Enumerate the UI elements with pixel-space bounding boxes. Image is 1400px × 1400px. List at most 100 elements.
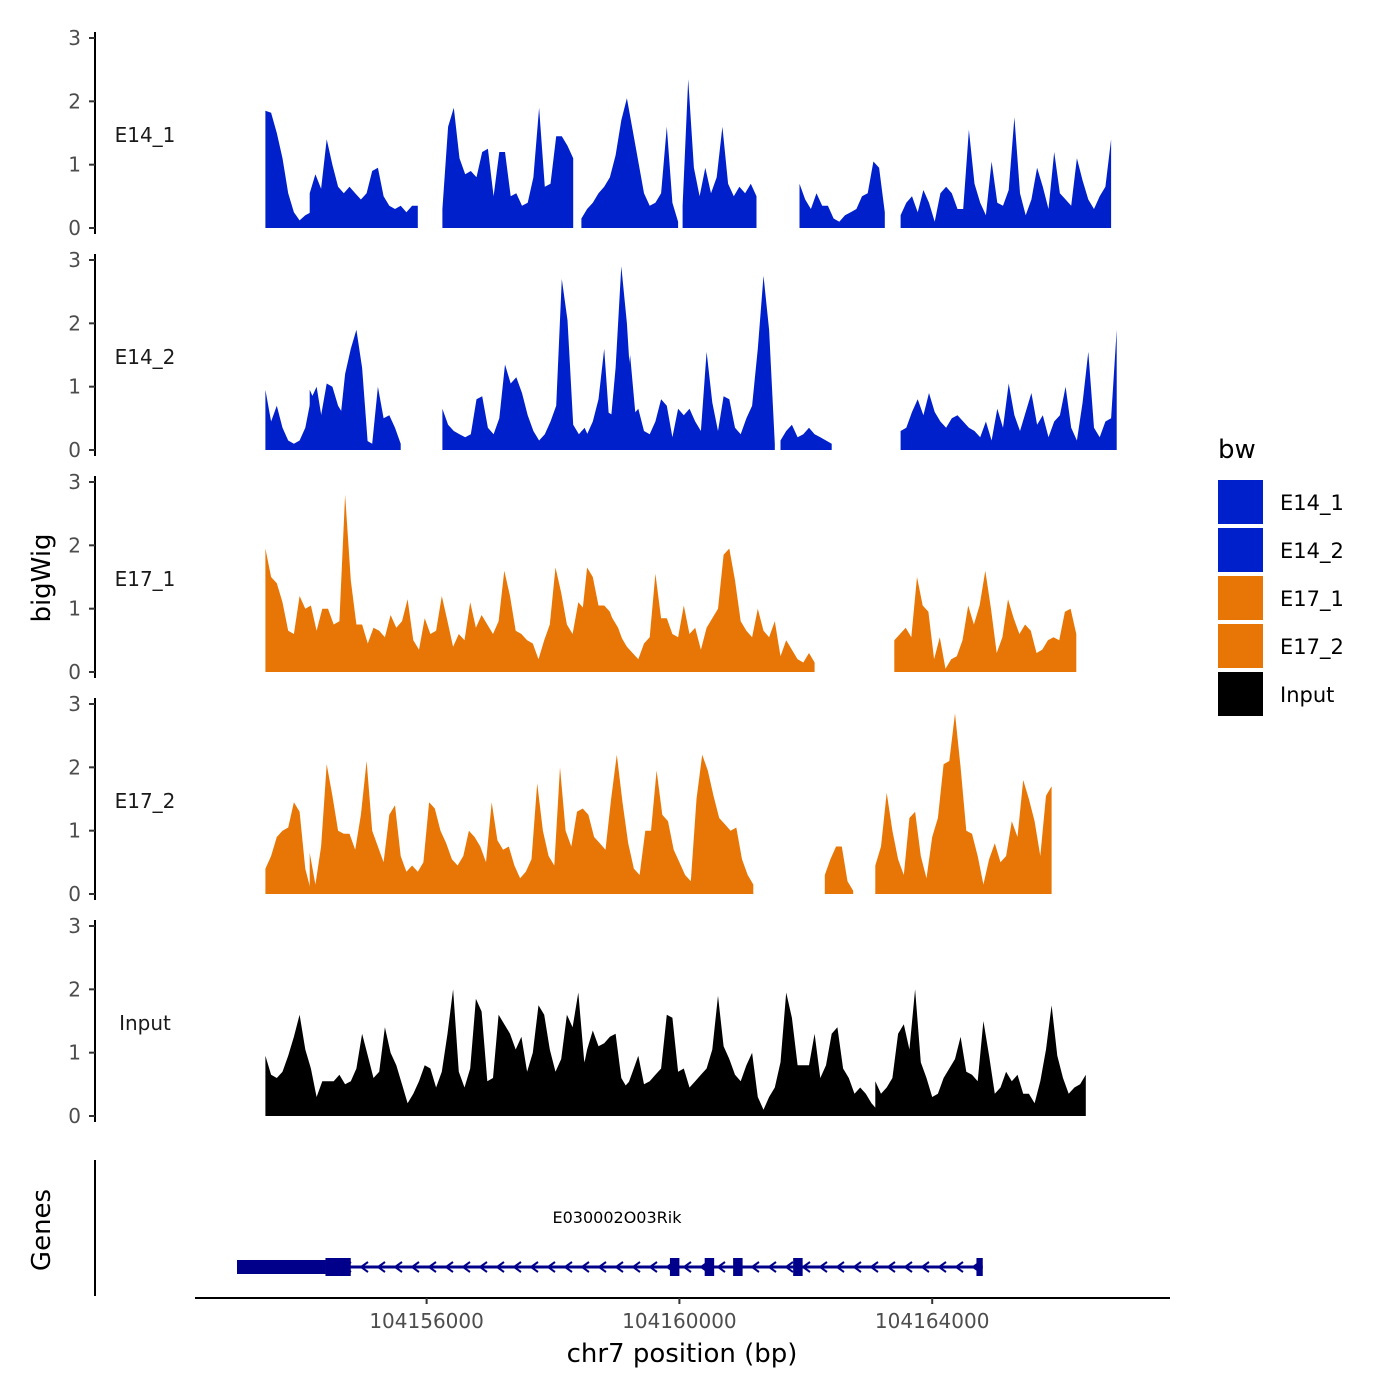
signal-area bbox=[900, 329, 1117, 450]
strand-arrow bbox=[903, 1261, 913, 1273]
strand-arrow bbox=[682, 1261, 692, 1273]
y-tick-label: 1 bbox=[68, 1041, 81, 1065]
strand-arrow bbox=[393, 1261, 403, 1273]
track-E14_2: 0 1 2 3 E14_2 bbox=[68, 248, 1117, 462]
y-tick-label: 2 bbox=[68, 89, 81, 113]
y-tick-label: 1 bbox=[68, 597, 81, 621]
y-tick-label: 0 bbox=[68, 216, 81, 240]
legend-label: E17_1 bbox=[1280, 587, 1344, 612]
gene-label: E030002O03Rik bbox=[553, 1208, 683, 1227]
signal-area bbox=[900, 117, 1112, 228]
signal-area bbox=[442, 107, 574, 228]
legend-label: Input bbox=[1280, 683, 1334, 707]
y-tick-label: 3 bbox=[68, 248, 81, 272]
y-tick-label: 2 bbox=[68, 533, 81, 557]
signal-area bbox=[581, 266, 775, 450]
signal-area bbox=[581, 992, 878, 1116]
gene-exon bbox=[793, 1258, 803, 1276]
strand-arrow bbox=[461, 1261, 471, 1273]
signal-area bbox=[581, 548, 815, 672]
strand-arrow bbox=[444, 1261, 454, 1273]
strand-arrow bbox=[376, 1261, 386, 1273]
legend-swatch bbox=[1218, 624, 1263, 668]
signal-area bbox=[265, 989, 647, 1116]
strand-arrow bbox=[529, 1261, 539, 1273]
strand-arrow bbox=[852, 1261, 862, 1273]
signal-area bbox=[682, 79, 757, 228]
strand-arrow bbox=[869, 1261, 879, 1273]
strand-arrow bbox=[954, 1261, 964, 1273]
y-tick-label: 3 bbox=[68, 692, 81, 716]
legend-swatch bbox=[1218, 480, 1263, 524]
strand-arrow bbox=[495, 1261, 505, 1273]
signal-area bbox=[581, 98, 679, 228]
signal-area bbox=[265, 802, 311, 894]
y-tick-label: 0 bbox=[68, 1104, 81, 1128]
track-label: E14_1 bbox=[115, 123, 176, 147]
strand-arrow bbox=[359, 1261, 369, 1273]
y-tick-label: 2 bbox=[68, 311, 81, 335]
x-axis: chr7 position (bp) 104156000 104160000 104… bbox=[195, 1297, 1170, 1369]
signal-area bbox=[309, 754, 754, 894]
strand-arrow bbox=[716, 1261, 726, 1273]
gene-exon bbox=[976, 1258, 983, 1276]
track-label: E17_2 bbox=[115, 789, 176, 813]
strand-arrow bbox=[427, 1261, 437, 1273]
gene-exon bbox=[733, 1258, 743, 1276]
y-tick-label: 2 bbox=[68, 755, 81, 779]
legend-label: E14_1 bbox=[1280, 491, 1344, 516]
signal-area bbox=[309, 139, 418, 228]
signal-area bbox=[799, 161, 885, 228]
legend-label: E14_2 bbox=[1280, 539, 1344, 564]
strand-arrow bbox=[801, 1261, 811, 1273]
y-tick-label: 0 bbox=[68, 438, 81, 462]
signal-area bbox=[265, 494, 630, 672]
track-label: E14_2 bbox=[115, 345, 176, 369]
strand-arrow bbox=[835, 1261, 845, 1273]
track-Input: 0 1 2 3 Input bbox=[68, 914, 1086, 1128]
legend: bw E14_1 E14_2 E17_1 E17_2 Input bbox=[1218, 435, 1344, 716]
strand-arrow bbox=[563, 1261, 573, 1273]
x-tick-label: 104160000 bbox=[622, 1309, 737, 1333]
y-axis-title: bigWig bbox=[27, 533, 57, 622]
strand-arrow bbox=[512, 1261, 522, 1273]
gene-exon bbox=[325, 1258, 351, 1276]
y-tick-label: 0 bbox=[68, 882, 81, 906]
strand-arrow bbox=[886, 1261, 896, 1273]
gene-exon bbox=[704, 1258, 715, 1276]
y-tick-label: 1 bbox=[68, 819, 81, 843]
signal-area bbox=[682, 440, 694, 450]
strand-arrow bbox=[614, 1261, 624, 1273]
strand-arrow bbox=[580, 1261, 590, 1273]
x-tick-label: 104156000 bbox=[369, 1309, 484, 1333]
strand-arrow bbox=[410, 1261, 420, 1273]
y-tick-label: 1 bbox=[68, 375, 81, 399]
legend-title: bw bbox=[1218, 435, 1256, 465]
y-tick-label: 3 bbox=[68, 914, 81, 938]
strand-arrow bbox=[597, 1261, 607, 1273]
strand-arrow bbox=[767, 1261, 777, 1273]
strand-arrow bbox=[920, 1261, 930, 1273]
signal-area bbox=[894, 570, 1077, 672]
track-E14_1: 0 1 2 3 E14_1 bbox=[68, 26, 1112, 240]
strand-arrow bbox=[648, 1261, 658, 1273]
x-axis-title: chr7 position (bp) bbox=[567, 1339, 798, 1369]
track-label: E17_1 bbox=[115, 567, 176, 591]
y-tick-label: 3 bbox=[68, 470, 81, 494]
genes-axis-title: Genes bbox=[27, 1189, 57, 1271]
gene-model: E030002O03Rik bbox=[237, 1208, 983, 1276]
signal-area bbox=[875, 989, 1086, 1116]
signal-area bbox=[309, 383, 401, 450]
y-tick-label: 3 bbox=[68, 26, 81, 50]
gene-exon bbox=[237, 1260, 326, 1274]
track-E17_2: 0 1 2 3 E17_2 bbox=[68, 692, 1052, 906]
strand-arrow bbox=[784, 1261, 794, 1273]
strand-arrow bbox=[546, 1261, 556, 1273]
y-tick-label: 1 bbox=[68, 153, 81, 177]
legend-swatch bbox=[1218, 672, 1263, 716]
signal-area bbox=[780, 424, 832, 450]
y-tick-label: 2 bbox=[68, 977, 81, 1001]
legend-swatch bbox=[1218, 576, 1263, 620]
strand-arrow bbox=[750, 1261, 760, 1273]
